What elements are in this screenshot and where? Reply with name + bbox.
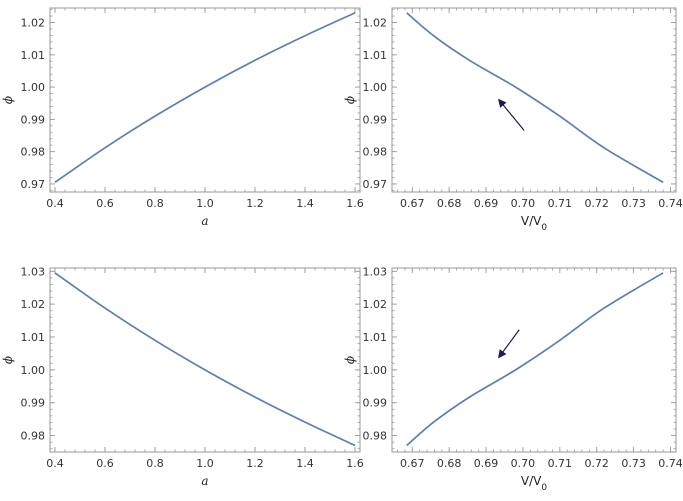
y-tick-label: 0.99 xyxy=(363,113,388,126)
y-tick-label: 0.98 xyxy=(21,146,46,159)
x-tick-label: 1.6 xyxy=(346,457,364,470)
y-axis-label: ϕ xyxy=(343,96,357,104)
x-tick-label: 0.70 xyxy=(511,197,536,210)
y-tick-label: 1.02 xyxy=(21,17,46,30)
y-tick-label: 1.02 xyxy=(21,298,46,311)
series-line xyxy=(54,12,356,184)
x-axis-label: a xyxy=(201,214,208,228)
y-tick-label: 1.03 xyxy=(21,265,46,278)
x-tick-label: 0.68 xyxy=(437,197,462,210)
y-tick-label: 0.99 xyxy=(363,397,388,410)
x-tick-label: 0.6 xyxy=(96,197,114,210)
y-tick-label: 0.99 xyxy=(21,397,46,410)
y-axis-label: ϕ xyxy=(343,356,357,364)
x-tick-label: 0.4 xyxy=(46,197,64,210)
plot-frame xyxy=(49,7,361,193)
y-tick-label: 1.00 xyxy=(363,81,388,94)
chart-panel-3: 0.4 0.6 0.8 1.0 1.2 1.4 1.6 0.98 0.99 1.00 1.01 1.0… xyxy=(1,265,364,488)
y-tick-label: 1.01 xyxy=(363,49,388,62)
plot-frame xyxy=(391,7,677,193)
x-tick-label: 0.73 xyxy=(621,197,646,210)
series-line xyxy=(406,272,664,447)
y-tick-label: 1.01 xyxy=(363,331,388,344)
chart-panel-1: 0.4 0.6 0.8 1.0 1.2 1.4 1.6 0.97 0.98 0.99 1.00 1.0… xyxy=(1,7,364,228)
x-tick-label: 0.71 xyxy=(548,197,573,210)
x-tick-label: 0.71 xyxy=(548,457,573,470)
y-tick-label: 0.98 xyxy=(363,430,388,443)
chart-panel-2: 0.67 0.68 0.69 0.70 0.71 0.72 0.73 0.74 0.97 0.98… xyxy=(343,7,683,233)
plot-frame xyxy=(391,267,677,453)
x-tick-label: 1.0 xyxy=(196,457,214,470)
x-axis-label-subscript: 0 xyxy=(541,483,547,493)
x-tick-label: 0.68 xyxy=(437,457,462,470)
x-axis-label-main: a xyxy=(201,214,208,228)
x-axis-label: a xyxy=(201,474,208,488)
x-tick-label: 0.70 xyxy=(511,457,536,470)
x-axis-label-main: V/V xyxy=(521,474,542,488)
x-tick-label: 0.69 xyxy=(474,457,499,470)
x-tick-label: 0.74 xyxy=(658,457,683,470)
plot-frame xyxy=(49,267,361,453)
x-tick-label: 0.67 xyxy=(400,197,425,210)
y-tick-label: 1.00 xyxy=(21,364,46,377)
x-axis-label: V/V0 xyxy=(521,214,547,233)
x-tick-label: 1.0 xyxy=(196,197,214,210)
x-tick-label: 0.69 xyxy=(474,197,499,210)
x-tick-label: 0.72 xyxy=(584,197,609,210)
x-tick-label: 1.4 xyxy=(296,457,314,470)
chart-panel-4: 0.67 0.68 0.69 0.70 0.71 0.72 0.73 0.74 0.98 0.99… xyxy=(343,265,683,493)
y-tick-label: 0.97 xyxy=(21,178,46,191)
y-tick-label: 0.98 xyxy=(21,430,46,443)
direction-arrow xyxy=(498,98,525,131)
y-tick-label: 1.01 xyxy=(21,331,46,344)
x-tick-label: 0.6 xyxy=(96,457,114,470)
x-tick-label: 1.6 xyxy=(346,197,364,210)
x-tick-label: 0.4 xyxy=(46,457,64,470)
x-tick-label: 0.74 xyxy=(658,197,683,210)
x-tick-label: 1.2 xyxy=(246,197,264,210)
x-axis-label: V/V0 xyxy=(521,474,547,493)
x-tick-label: 0.72 xyxy=(584,457,609,470)
y-tick-label: 0.98 xyxy=(363,146,388,159)
series-line xyxy=(54,272,356,447)
x-tick-label: 0.8 xyxy=(146,197,164,210)
x-tick-label: 0.8 xyxy=(146,457,164,470)
x-tick-label: 1.4 xyxy=(296,197,314,210)
y-axis-label: ϕ xyxy=(1,96,15,104)
y-tick-label: 1.00 xyxy=(363,364,388,377)
x-tick-label: 0.73 xyxy=(621,457,646,470)
x-axis-label-main: V/V xyxy=(521,214,542,228)
y-tick-label: 1.02 xyxy=(363,17,388,30)
y-tick-label: 0.97 xyxy=(363,178,388,191)
y-tick-label: 1.02 xyxy=(363,298,388,311)
y-axis-label: ϕ xyxy=(1,356,15,364)
y-tick-label: 1.01 xyxy=(21,49,46,62)
x-tick-label: 0.67 xyxy=(400,457,425,470)
x-tick-label: 1.2 xyxy=(246,457,264,470)
direction-arrow xyxy=(498,329,520,359)
x-axis-label-main: a xyxy=(201,474,208,488)
y-tick-label: 1.00 xyxy=(21,81,46,94)
y-tick-label: 0.99 xyxy=(21,113,46,126)
x-axis-label-subscript: 0 xyxy=(541,223,547,233)
y-tick-label: 1.03 xyxy=(363,265,388,278)
series-line xyxy=(406,12,664,184)
